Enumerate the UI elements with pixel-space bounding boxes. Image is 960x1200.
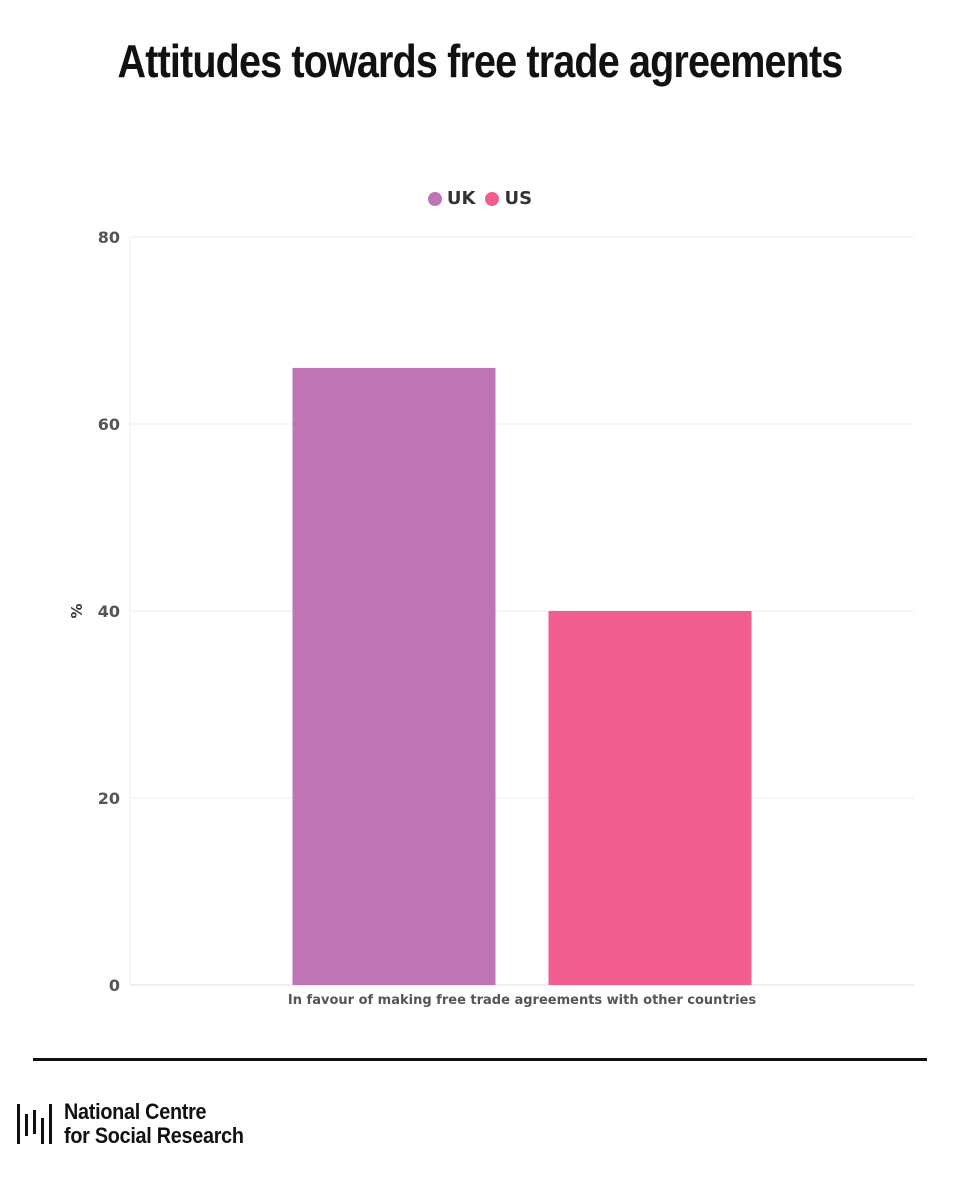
y-tick-label-40: 40 bbox=[98, 602, 120, 621]
chart-title: Attitudes towards free trade agreements bbox=[117, 35, 844, 87]
logo-line-2: for Social Research bbox=[64, 1123, 244, 1148]
bar-chart: 0 20 40 60 80 In favour of making free trade… bbox=[68, 228, 914, 1008]
bar-us[interactable] bbox=[548, 611, 752, 985]
y-axis-ticks: 0 20 40 60 80 bbox=[98, 228, 120, 995]
x-axis-ticks: In favour of making free trade agreement… bbox=[288, 993, 756, 1008]
legend-label-us: US bbox=[504, 188, 533, 209]
footer-divider bbox=[33, 1058, 927, 1061]
y-tick-label-0: 0 bbox=[109, 976, 120, 995]
y-tick-label-80: 80 bbox=[98, 228, 120, 247]
legend-swatch-uk bbox=[427, 191, 442, 206]
legend-item-us[interactable]: US bbox=[485, 188, 532, 209]
legend-swatch-us bbox=[485, 191, 500, 206]
legend-label-uk: UK bbox=[446, 188, 476, 209]
y-tick-label-20: 20 bbox=[98, 789, 120, 808]
ncsr-logo: National Centre for Social Research bbox=[16, 1100, 264, 1148]
bars bbox=[292, 367, 752, 985]
ncsr-logo-icon bbox=[17, 1104, 52, 1144]
chart-legend: UK US bbox=[0, 188, 960, 209]
y-tick-label-60: 60 bbox=[98, 415, 120, 434]
gridlines bbox=[129, 236, 914, 986]
y-axis-label: % bbox=[68, 603, 86, 618]
ncsr-logo-text: National Centre for Social Research bbox=[64, 1100, 244, 1148]
legend-item-uk[interactable]: UK bbox=[427, 188, 476, 209]
logo-line-1: National Centre bbox=[64, 1099, 207, 1124]
x-tick-label: In favour of making free trade agreement… bbox=[288, 993, 756, 1008]
bar-uk[interactable] bbox=[292, 367, 496, 985]
